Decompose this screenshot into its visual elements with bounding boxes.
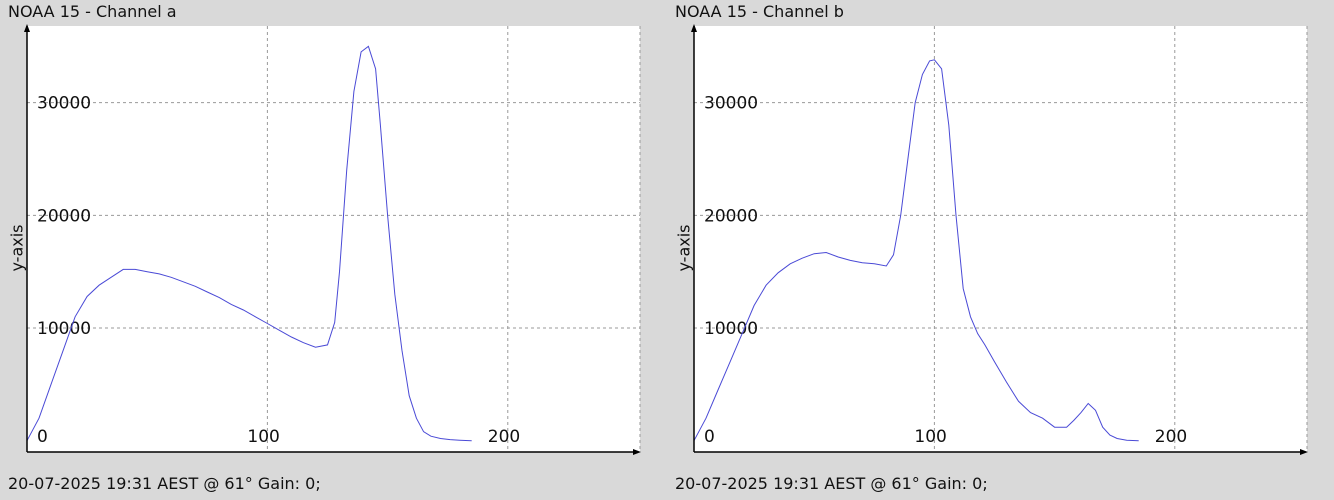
channel-a-title: NOAA 15 - Channel a	[8, 2, 177, 21]
channel-b-y-axis-arrow-icon	[691, 24, 697, 32]
channel-a-ytick-label: 30000	[37, 94, 91, 114]
channel-a-ylabel: y-axis	[7, 224, 27, 272]
channel-a-x-axis-arrow-icon	[633, 449, 641, 455]
channel-b-x-axis-arrow-icon	[1300, 449, 1308, 455]
channel-a-tick-labels: 0 100 200 10000 20000 30000	[37, 94, 520, 447]
channel-a-xtick-label: 0	[37, 427, 48, 447]
channel-b-series-line	[693, 59, 1139, 442]
channel-a-series-line	[26, 45, 472, 442]
channel-b-gridlines	[694, 26, 1308, 452]
channel-b-title: NOAA 15 - Channel b	[675, 2, 844, 21]
channel-a-panel: NOAA 15 - Channel a 0 100 200 10000 20000 300…	[7, 2, 641, 493]
channel-a-gridlines	[27, 26, 641, 452]
channel-a-plot-area	[27, 26, 640, 452]
channel-a-y-axis-arrow-icon	[24, 24, 30, 32]
channel-b-chart: 0 100 200 10000 20000 30000	[691, 24, 1308, 455]
channel-b-xtick-label: 100	[914, 427, 946, 447]
channel-b-panel: NOAA 15 - Channel b 0 100 200 10000 20000 300…	[667, 0, 1334, 500]
channel-a-footer: 20-07-2025 19:31 AEST @ 61° Gain: 0;	[8, 474, 321, 493]
channel-b-footer: 20-07-2025 19:31 AEST @ 61° Gain: 0;	[675, 474, 988, 493]
channel-b-ylabel: y-axis	[674, 224, 694, 272]
channel-a-xtick-label: 100	[247, 427, 279, 447]
channel-b-tick-labels: 0 100 200 10000 20000 30000	[704, 94, 1187, 447]
channel-b-plot-area	[694, 26, 1307, 452]
channel-a-ytick-label: 10000	[37, 319, 91, 339]
channel-b-ytick-label: 20000	[704, 206, 758, 226]
channel-a-chart: 0 100 200 10000 20000 30000	[24, 24, 641, 455]
channel-b-xtick-label: 0	[704, 427, 715, 447]
channel-b-ytick-label: 10000	[704, 319, 758, 339]
channel-a-ytick-label: 20000	[37, 206, 91, 226]
channel-a-xtick-label: 200	[488, 427, 520, 447]
channel-b-ytick-label: 30000	[704, 94, 758, 114]
channel-b-xtick-label: 200	[1155, 427, 1187, 447]
